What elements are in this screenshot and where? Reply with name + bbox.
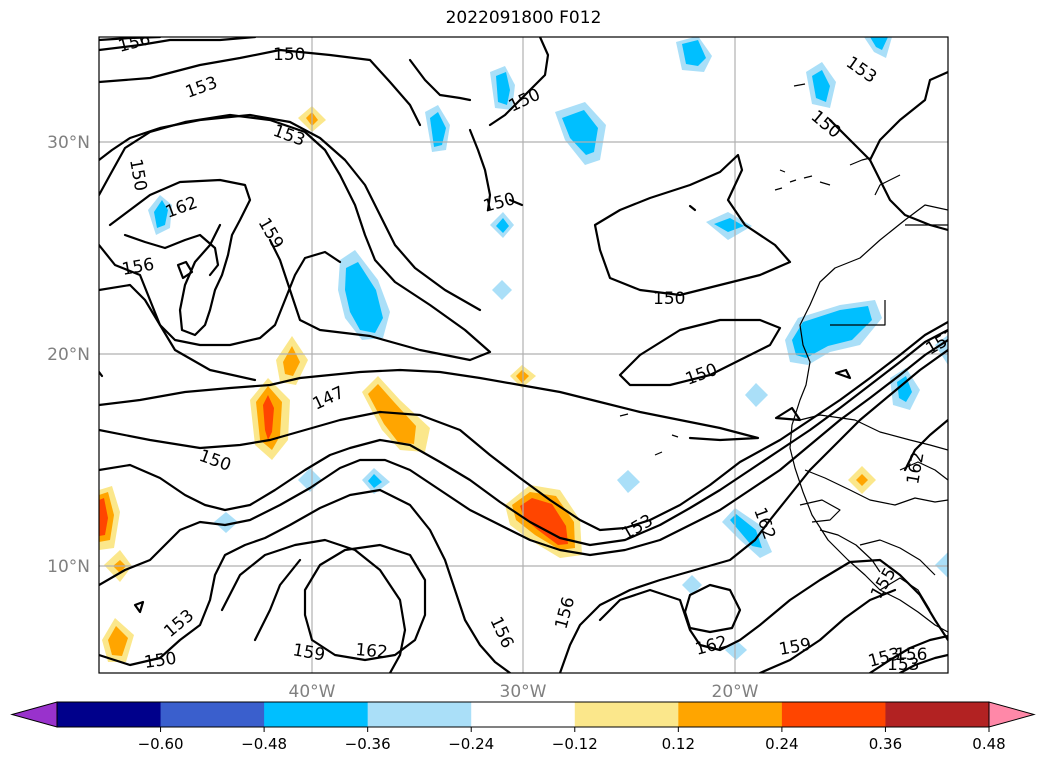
colorbar-segment — [367, 702, 472, 727]
colorbar-segment — [678, 702, 783, 727]
lon-label: 20°W — [712, 682, 759, 702]
height-contours — [99, 37, 948, 673]
colorbar-extend-min — [10, 701, 58, 728]
gridlines — [99, 37, 948, 673]
lat-label: 20°N — [47, 345, 90, 365]
map-frame — [98, 36, 949, 674]
colorbar-tick-label: 0.24 — [765, 735, 798, 753]
contour-label: 162 — [355, 640, 389, 663]
colorbar-segment — [574, 702, 679, 727]
coastlines — [619, 83, 948, 633]
colorbar-tick-label: −0.60 — [138, 735, 184, 753]
colorbar-segment — [264, 702, 369, 727]
contour-label: 150 — [273, 45, 305, 65]
lon-label: 30°W — [500, 682, 547, 702]
colorbar-tick-label: −0.12 — [552, 735, 598, 753]
longitude-labels: 40°W 30°W 20°W — [289, 682, 759, 702]
colorbar-tick-label: 0.48 — [972, 735, 1005, 753]
colorbar-tick-label: 0.36 — [869, 735, 902, 753]
latitude-labels: 30°N 20°N 10°N — [47, 133, 90, 577]
colorbar: −0.60 −0.48 −0.36 −0.24 −0.12 0.12 0.24 0.36 0.4… — [10, 701, 1036, 753]
lat-label: 10°N — [47, 557, 90, 577]
contour-label: 150 — [143, 649, 178, 673]
contour-label: 153 — [887, 655, 919, 675]
colorbar-outline — [56, 701, 990, 728]
colorbar-extend-max — [988, 701, 1036, 728]
contour-label: 150 — [653, 289, 685, 309]
colorbar-tick-label: −0.48 — [241, 735, 287, 753]
negative-anomaly-patches — [148, 37, 948, 660]
lat-label: 30°N — [47, 133, 90, 153]
colorbar-segment — [781, 702, 886, 727]
colorbar-tick-label: 0.12 — [662, 735, 695, 753]
lon-label: 40°W — [289, 682, 336, 702]
colorbar-segment — [885, 702, 990, 727]
colorbar-segment — [57, 702, 162, 727]
colorbar-segment — [471, 702, 576, 727]
colorbar-segment — [160, 702, 265, 727]
colorbar-tick-label: −0.36 — [345, 735, 391, 753]
colorbar-tick-label: −0.24 — [448, 735, 494, 753]
map-title: 2022091800 F012 — [445, 8, 602, 28]
contour-label: 156 — [895, 645, 927, 665]
